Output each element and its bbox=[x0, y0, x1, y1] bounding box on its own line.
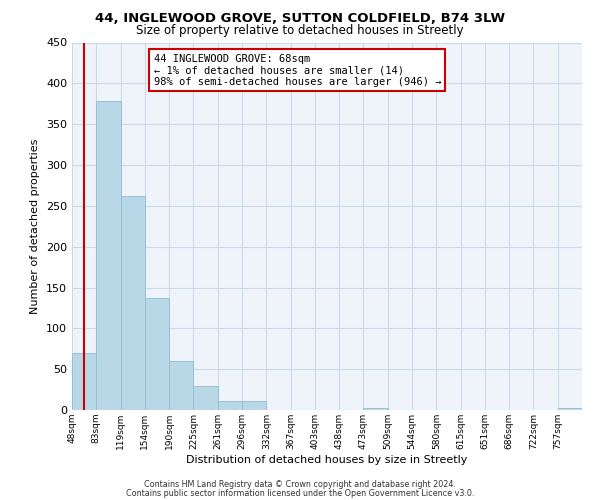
Bar bbox=[145, 298, 169, 410]
X-axis label: Distribution of detached houses by size in Streetly: Distribution of detached houses by size … bbox=[187, 454, 467, 464]
Text: Contains public sector information licensed under the Open Government Licence v3: Contains public sector information licen… bbox=[126, 488, 474, 498]
Bar bbox=[364, 408, 388, 410]
Bar bbox=[96, 102, 121, 410]
Bar bbox=[121, 196, 145, 410]
Text: 44 INGLEWOOD GROVE: 68sqm
← 1% of detached houses are smaller (14)
98% of semi-d: 44 INGLEWOOD GROVE: 68sqm ← 1% of detach… bbox=[154, 54, 441, 86]
Text: Size of property relative to detached houses in Streetly: Size of property relative to detached ho… bbox=[136, 24, 464, 37]
Bar bbox=[169, 361, 193, 410]
Bar bbox=[558, 408, 582, 410]
Bar bbox=[242, 401, 266, 410]
Bar bbox=[72, 353, 96, 410]
Bar bbox=[218, 401, 242, 410]
Bar bbox=[193, 386, 218, 410]
Text: Contains HM Land Registry data © Crown copyright and database right 2024.: Contains HM Land Registry data © Crown c… bbox=[144, 480, 456, 489]
Y-axis label: Number of detached properties: Number of detached properties bbox=[31, 138, 40, 314]
Text: 44, INGLEWOOD GROVE, SUTTON COLDFIELD, B74 3LW: 44, INGLEWOOD GROVE, SUTTON COLDFIELD, B… bbox=[95, 12, 505, 26]
